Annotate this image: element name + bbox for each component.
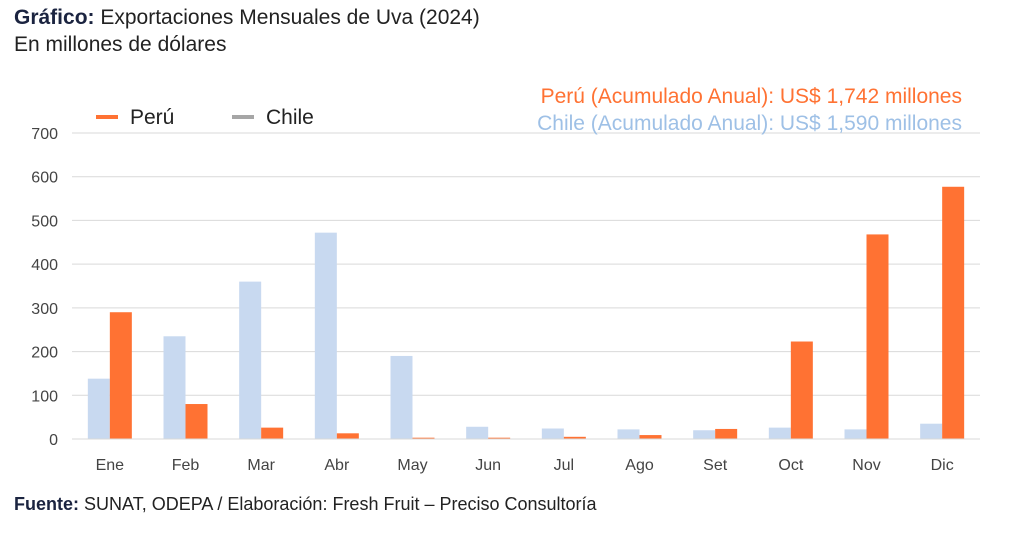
bar-peru: [109, 312, 132, 439]
chart-subtitle: En millones de dólares: [14, 33, 227, 56]
bar-peru: [563, 436, 586, 439]
y-tick-label: 700: [31, 126, 58, 143]
bar-chile: [163, 336, 186, 439]
bar-peru: [261, 427, 284, 439]
annotation-chile-total: Chile (Acumulado Anual): US$ 1,590 millo…: [537, 112, 962, 135]
bar-peru: [715, 428, 738, 439]
bar-peru: [790, 341, 813, 439]
source-prefix: Fuente:: [14, 494, 79, 514]
chart-title: Gráfico: Exportaciones Mensuales de Uva …: [14, 6, 480, 30]
title-text: Exportaciones Mensuales de Uva (2024): [100, 6, 480, 29]
bar-peru: [639, 435, 662, 439]
source-note: Fuente: SUNAT, ODEPA / Elaboración: Fres…: [14, 494, 597, 515]
legend-label-chile: Chile: [266, 106, 314, 129]
bar-chile: [239, 281, 262, 439]
bar-chile: [844, 429, 867, 439]
bar-peru: [866, 234, 889, 439]
bar-chile: [541, 428, 564, 439]
bar-peru: [412, 437, 435, 439]
y-tick-label: 400: [31, 257, 58, 274]
bar-peru: [488, 437, 511, 439]
legend-label-peru: Perú: [130, 106, 174, 129]
bar-peru: [185, 404, 208, 439]
title-prefix: Gráfico:: [14, 6, 95, 29]
source-text: SUNAT, ODEPA / Elaboración: Fresh Fruit …: [84, 494, 597, 514]
y-tick-label: 300: [31, 301, 58, 318]
bar-peru: [942, 186, 965, 439]
bar-chile: [617, 429, 640, 439]
y-tick-label: 500: [31, 213, 58, 230]
annotation-peru-total: Perú (Acumulado Anual): US$ 1,742 millon…: [541, 85, 962, 108]
bar-chile: [693, 430, 716, 439]
x-tick-label: Jun: [475, 457, 501, 474]
y-tick-label: 0: [49, 432, 58, 449]
x-tick-label: Jul: [554, 457, 574, 474]
bar-chile: [920, 423, 943, 439]
bar-chile: [466, 426, 489, 439]
x-tick-label: Abr: [324, 457, 350, 474]
x-tick-label: Ene: [96, 457, 125, 474]
x-tick-label: Dic: [931, 457, 954, 474]
x-tick-label: Nov: [852, 457, 880, 474]
bar-chile: [768, 427, 791, 439]
y-tick-label: 200: [31, 345, 58, 362]
bar-peru: [336, 433, 359, 439]
y-tick-label: 100: [31, 388, 58, 405]
bar-chile: [390, 355, 413, 439]
x-tick-label: Mar: [247, 457, 275, 474]
y-tick-label: 600: [31, 170, 58, 187]
bar-chile: [314, 232, 337, 439]
x-tick-label: Set: [703, 457, 728, 474]
x-tick-label: Oct: [778, 457, 803, 474]
x-tick-label: Ago: [625, 457, 654, 474]
x-tick-label: Feb: [172, 457, 200, 474]
x-tick-label: May: [397, 457, 427, 474]
bar-chile: [87, 378, 110, 439]
